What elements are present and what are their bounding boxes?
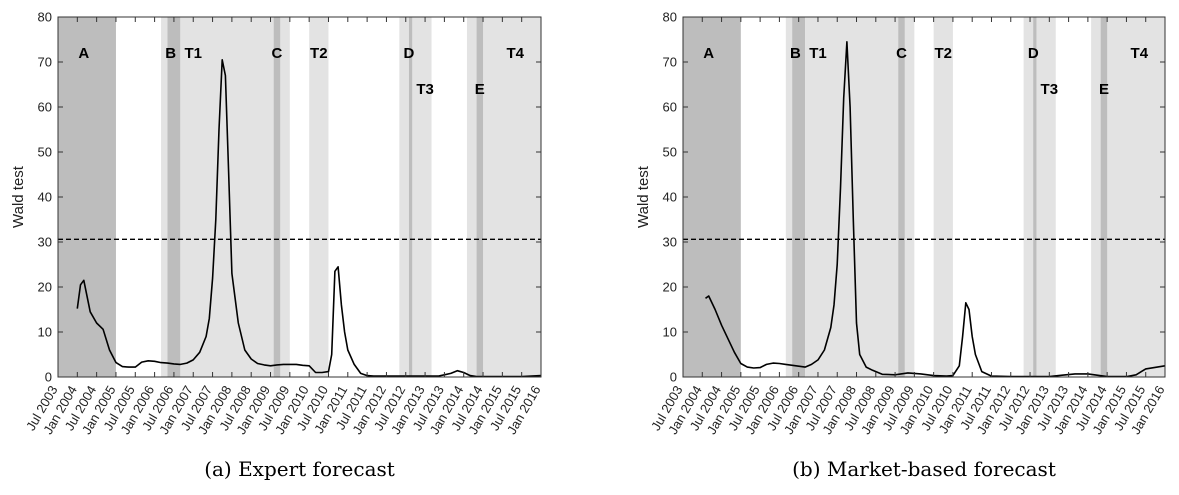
y-tick-label: 30 [663, 235, 677, 250]
plot-area [683, 17, 1165, 377]
shaded-region [58, 17, 116, 377]
y-tick-label: 60 [663, 100, 677, 115]
y-tick-label: 80 [663, 10, 677, 25]
region-label-t2: T2 [935, 45, 953, 62]
shaded-region [933, 17, 953, 377]
series-line [76, 58, 542, 378]
shaded-region [408, 17, 413, 377]
y-tick-label: 30 [38, 235, 52, 250]
y-tick-label: 60 [38, 100, 52, 115]
y-tick-label: 40 [38, 190, 52, 205]
panel-caption: (b) Market-based forecast [792, 457, 1056, 481]
y-tick-label: 0 [45, 370, 52, 385]
region-label-t1: T1 [809, 45, 827, 62]
shaded-region [180, 17, 290, 377]
plot-area [58, 17, 541, 377]
y-tick-label: 40 [663, 190, 677, 205]
region-label-e: E [1099, 81, 1109, 98]
y-axis-label: Wald test [10, 165, 27, 228]
shaded-region [399, 17, 432, 377]
shaded-region [805, 17, 915, 377]
region-label-e: E [475, 81, 485, 98]
region-label-t3: T3 [1041, 81, 1059, 98]
shaded-region [1100, 17, 1108, 377]
shaded-region [792, 17, 806, 377]
shaded-region [476, 17, 484, 377]
region-label-d: D [1028, 45, 1039, 62]
region-label-b: B [165, 45, 176, 62]
y-tick-label: 70 [38, 55, 52, 70]
y-tick-label: 0 [670, 370, 677, 385]
region-label-d: D [404, 45, 415, 62]
y-tick-label: 70 [663, 55, 677, 70]
region-label-t4: T4 [1131, 45, 1149, 62]
shaded-region [683, 17, 741, 377]
y-tick-label: 10 [663, 325, 677, 340]
shaded-region [1023, 17, 1056, 377]
y-tick-label: 10 [38, 325, 52, 340]
shaded-region [273, 17, 281, 377]
y-tick-label: 80 [38, 10, 52, 25]
shaded-region [309, 17, 329, 377]
region-label-a: A [78, 45, 89, 62]
region-label-c: C [272, 45, 283, 62]
shaded-region [898, 17, 905, 377]
y-tick-label: 20 [38, 280, 52, 295]
region-label-t4: T4 [506, 45, 524, 62]
y-tick-label: 50 [38, 145, 52, 160]
panel-caption: (a) Expert forecast [204, 457, 395, 481]
region-label-b: B [790, 45, 801, 62]
y-axis-label: Wald test [635, 165, 652, 228]
region-label-t3: T3 [416, 81, 434, 98]
shaded-region [167, 17, 181, 377]
region-label-t2: T2 [310, 45, 328, 62]
region-label-a: A [703, 45, 714, 62]
y-tick-label: 20 [663, 280, 677, 295]
y-tick-label: 50 [663, 145, 677, 160]
shaded-region [1033, 17, 1037, 377]
region-label-c: C [896, 45, 907, 62]
region-label-t1: T1 [184, 45, 202, 62]
